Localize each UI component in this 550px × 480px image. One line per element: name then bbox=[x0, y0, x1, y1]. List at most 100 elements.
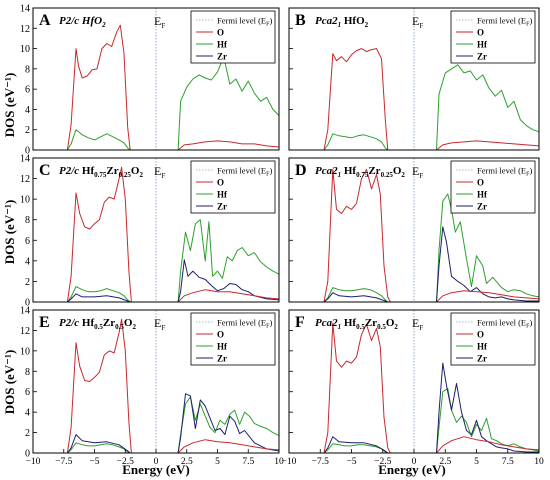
series-line-zr bbox=[289, 362, 539, 454]
series-line-o bbox=[33, 24, 280, 151]
series-line-hf bbox=[33, 56, 280, 151]
x-tick-label: 5 bbox=[474, 457, 479, 467]
legend-label: Fermi level (EF) bbox=[477, 166, 532, 178]
panel-b: B Pca21 HfO2 EF Fermi level (EF)O Hf Zr bbox=[288, 7, 540, 151]
legend-label: Hf bbox=[477, 40, 488, 50]
y-axis-label-middle: DOS (eV⁻¹) bbox=[2, 200, 17, 265]
series-line-hf bbox=[33, 396, 280, 454]
y-tick-label: 0 bbox=[25, 449, 30, 460]
y-tick-label: 2 bbox=[25, 277, 30, 288]
series-line-o bbox=[33, 166, 280, 303]
panel-d: D Pca21 Hf0.75Zr0.25O2 EF Fermi level (EF)O… bbox=[288, 157, 540, 303]
series-line-hf bbox=[289, 193, 540, 303]
legend-label: O bbox=[477, 178, 484, 188]
y-tick-label: 2 bbox=[25, 125, 30, 136]
y-tick-label: 12 bbox=[20, 174, 30, 185]
panel-letter: F bbox=[295, 314, 305, 331]
panel-title: P2/c Hf0.75Zr0.25O2 bbox=[59, 165, 143, 179]
series-line-hf bbox=[289, 64, 540, 151]
panel-e: 0 2 4 6 8 10 12 14 −10 −7.5 −5 −2.5 0 2.5 5 7.5 10 E P2/c … bbox=[20, 306, 284, 468]
y-tick-label: 12 bbox=[20, 24, 30, 35]
legend-label: Hf bbox=[217, 342, 228, 352]
series-line-zr bbox=[33, 259, 280, 303]
panel-letter: D bbox=[295, 162, 307, 179]
legend-label: O bbox=[477, 28, 484, 38]
y-tick-label: 8 bbox=[25, 64, 30, 75]
legend-label: Hf bbox=[217, 40, 228, 50]
panel-letter: B bbox=[295, 12, 306, 29]
plot-frame bbox=[288, 7, 540, 151]
legend-label: Zr bbox=[217, 202, 227, 212]
y-tick-label: 8 bbox=[25, 367, 30, 378]
fermi-label: EF bbox=[412, 316, 423, 332]
x-tick-label: −5 bbox=[346, 457, 356, 467]
fermi-label: EF bbox=[154, 14, 165, 30]
x-tick-label: 2.5 bbox=[181, 457, 193, 467]
series-line-o bbox=[289, 168, 540, 303]
y-tick-label: 4 bbox=[25, 256, 30, 267]
y-tick-label: 2 bbox=[25, 428, 30, 439]
fermi-label: EF bbox=[154, 316, 165, 332]
y-axis-label-top: DOS (eV⁻¹) bbox=[2, 73, 17, 138]
series-line-zr bbox=[289, 226, 539, 303]
x-tick-label: −2.5 bbox=[374, 457, 391, 467]
y-tick-label: 10 bbox=[20, 195, 30, 206]
y-tick-label: 14 bbox=[20, 306, 30, 317]
x-tick-label: 7.5 bbox=[502, 457, 514, 467]
legend-label: Zr bbox=[477, 354, 487, 364]
legend-label: Fermi level (EF) bbox=[217, 166, 272, 178]
y-tick-label: 10 bbox=[20, 346, 30, 357]
legend-label: O bbox=[217, 28, 224, 38]
plot-frame bbox=[288, 157, 540, 303]
y-tick-label: 4 bbox=[25, 408, 30, 419]
y-tick-label: 10 bbox=[20, 44, 30, 55]
x-tick-label: 0 bbox=[154, 457, 159, 467]
legend-label: Fermi level (EF) bbox=[477, 318, 532, 330]
legend-label: O bbox=[217, 330, 224, 340]
x-tick-label: 5 bbox=[215, 457, 220, 467]
legend-label: Zr bbox=[477, 52, 487, 62]
x-tick-label: −10 bbox=[26, 457, 41, 467]
legend-label: Fermi level (EF) bbox=[217, 16, 272, 28]
panel-title: Pca21 HfO2 bbox=[315, 15, 369, 29]
legend-label: Zr bbox=[477, 202, 487, 212]
y-tick-label: 8 bbox=[25, 215, 30, 226]
legend-label: Zr bbox=[217, 52, 227, 62]
panel-f: −10 −7.5 −5 −2.5 0 2.5 5 7.5 10 F Pca21 Hf0.5Zr0.5… bbox=[282, 309, 544, 467]
y-axis-label-bottom: DOS (eV⁻¹) bbox=[2, 350, 17, 415]
y-tick-label: 0 bbox=[25, 298, 30, 309]
fermi-label: EF bbox=[412, 14, 423, 30]
y-tick-label: 12 bbox=[20, 326, 30, 337]
fermi-label: EF bbox=[412, 164, 423, 180]
x-tick-label: −10 bbox=[282, 457, 297, 467]
x-tick-label: 7.5 bbox=[242, 457, 254, 467]
x-axis-label-left: Energy (eV) bbox=[122, 462, 190, 477]
legend-label: Hf bbox=[477, 342, 488, 352]
series-line-o bbox=[289, 48, 540, 151]
y-tick-label: 6 bbox=[25, 236, 30, 247]
legend-label: Hf bbox=[217, 190, 228, 200]
legend-label: O bbox=[477, 330, 484, 340]
series-line-o bbox=[289, 322, 540, 454]
legend-label: O bbox=[217, 178, 224, 188]
y-tick-label: 14 bbox=[20, 154, 30, 165]
panel-letter: C bbox=[39, 162, 51, 179]
panel-title: P2/c Hf0.5Zr0.5O2 bbox=[59, 317, 136, 331]
panel-letter: A bbox=[39, 12, 51, 29]
x-tick-label: −5 bbox=[89, 457, 99, 467]
x-tick-label: 0 bbox=[412, 457, 417, 467]
x-tick-label: −7.5 bbox=[312, 457, 329, 467]
x-tick-label: −7.5 bbox=[55, 457, 72, 467]
fermi-label: EF bbox=[154, 164, 165, 180]
series-line-o bbox=[33, 318, 280, 454]
panel-c: 0 2 4 6 8 10 12 14 C P2/c Hf0.75Zr0.25O2 EF Fermi l… bbox=[20, 154, 280, 309]
y-tick-label: 14 bbox=[20, 4, 30, 15]
legend-label: Fermi level (EF) bbox=[217, 318, 272, 330]
series-line-zr bbox=[33, 393, 280, 454]
panel-letter: E bbox=[39, 314, 50, 331]
panel-title: P2/c HfO2 bbox=[59, 15, 106, 29]
x-axis-label-right: Energy (eV) bbox=[378, 462, 446, 477]
y-tick-label: 4 bbox=[25, 105, 30, 116]
panel-title: Pca21 Hf0.5Zr0.5O2 bbox=[315, 317, 398, 331]
series-line-hf bbox=[289, 388, 540, 454]
